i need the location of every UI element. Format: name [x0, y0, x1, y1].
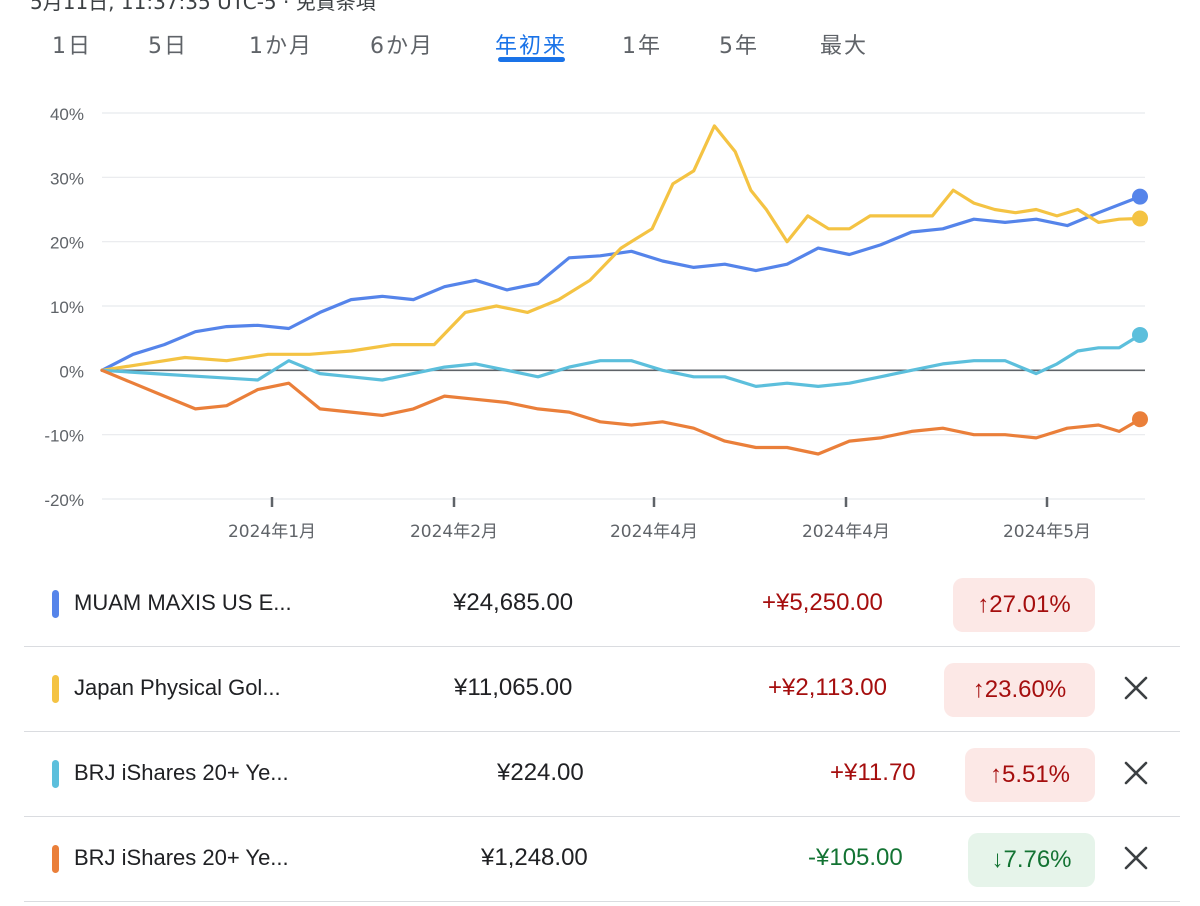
close-icon[interactable]: [1122, 759, 1150, 787]
series-color-swatch: [52, 590, 59, 618]
tab-1d[interactable]: 1日: [52, 34, 92, 59]
series-line-muam: [100, 194, 1142, 372]
tab-max[interactable]: 最大: [820, 34, 869, 59]
price-change: +¥11.70: [830, 759, 916, 786]
price-change: +¥5,250.00: [762, 589, 883, 616]
percent-change-badge: ↓7.76%: [968, 833, 1095, 887]
series-line-brj-orange: [100, 368, 1142, 456]
list-item[interactable]: BRJ iShares 20+ Ye... ¥224.00 +¥11.70 ↑5…: [24, 732, 1180, 817]
series-color-swatch: [52, 760, 59, 788]
tab-6m[interactable]: 6か月: [370, 34, 434, 59]
security-name: BRJ iShares 20+ Ye...: [74, 845, 289, 870]
y-tick-label: -10%: [44, 427, 84, 446]
percent-change-badge: ↑27.01%: [953, 578, 1095, 632]
price-change: +¥2,113.00: [768, 674, 888, 701]
security-name: Japan Physical Gol...: [74, 675, 281, 700]
y-tick-label: -20%: [44, 491, 84, 510]
close-icon[interactable]: [1122, 844, 1150, 872]
list-item[interactable]: BRJ iShares 20+ Ye... ¥1,248.00 -¥105.00…: [24, 817, 1180, 902]
price-change: -¥105.00: [808, 844, 903, 871]
y-tick-label: 20%: [50, 234, 84, 253]
x-tick-label: 2024年4月: [610, 522, 698, 542]
close-icon[interactable]: [1122, 674, 1150, 702]
series-line-gold: [100, 124, 1142, 372]
active-tab-indicator: [498, 57, 565, 62]
y-tick-label: 40%: [50, 105, 84, 124]
tab-ytd[interactable]: 年初来: [495, 34, 568, 59]
security-name: BRJ iShares 20+ Ye...: [74, 760, 289, 785]
y-tick-label: 10%: [50, 298, 84, 317]
tab-5d[interactable]: 5日: [148, 34, 188, 59]
series-color-swatch: [52, 845, 59, 873]
range-tabs: 1日 5日 1か月 6か月 年初来 1年 5年 最大: [0, 22, 1200, 68]
price: ¥11,065.00: [454, 674, 573, 701]
list-item[interactable]: MUAM MAXIS US E... ¥24,685.00 +¥5,250.00…: [24, 562, 1180, 647]
x-tick-label: 2024年1月: [228, 522, 316, 542]
series-line-brj-teal: [100, 333, 1142, 388]
series-end-dot-brj-teal: [1132, 326, 1148, 343]
series-end-dot-brj-orange: [1132, 411, 1148, 428]
y-tick-label: 0%: [59, 362, 84, 381]
tab-1y[interactable]: 1年: [622, 34, 662, 59]
series-end-dot-muam: [1132, 188, 1148, 205]
tab-5y[interactable]: 5年: [719, 34, 759, 59]
price: ¥1,248.00: [481, 844, 588, 871]
price: ¥24,685.00: [453, 589, 574, 616]
list-item[interactable]: Japan Physical Gol... ¥11,065.00 +¥2,113…: [24, 647, 1180, 732]
percent-change-badge: ↑23.60%: [944, 663, 1095, 717]
x-tick-label: 2024年4月: [802, 522, 890, 542]
price: ¥224.00: [497, 759, 584, 786]
tab-1m[interactable]: 1か月: [249, 34, 313, 59]
security-name: MUAM MAXIS US E...: [74, 590, 292, 615]
timestamp-disclaimer: 5月11日, 11:37:35 UTC-5 · 免責条項: [30, 0, 376, 14]
y-tick-label: 30%: [50, 169, 84, 188]
x-tick-label: 2024年5月: [1003, 522, 1091, 542]
series-color-swatch: [52, 675, 59, 703]
series-end-dot-gold: [1132, 210, 1148, 227]
comparison-chart[interactable]: 40% 30% 20% 10% 0% -10% -20% 2024年1月 2024年2月 2024…: [0, 90, 1200, 550]
x-tick-label: 2024年2月: [410, 522, 498, 542]
percent-change-badge: ↑5.51%: [965, 748, 1095, 802]
